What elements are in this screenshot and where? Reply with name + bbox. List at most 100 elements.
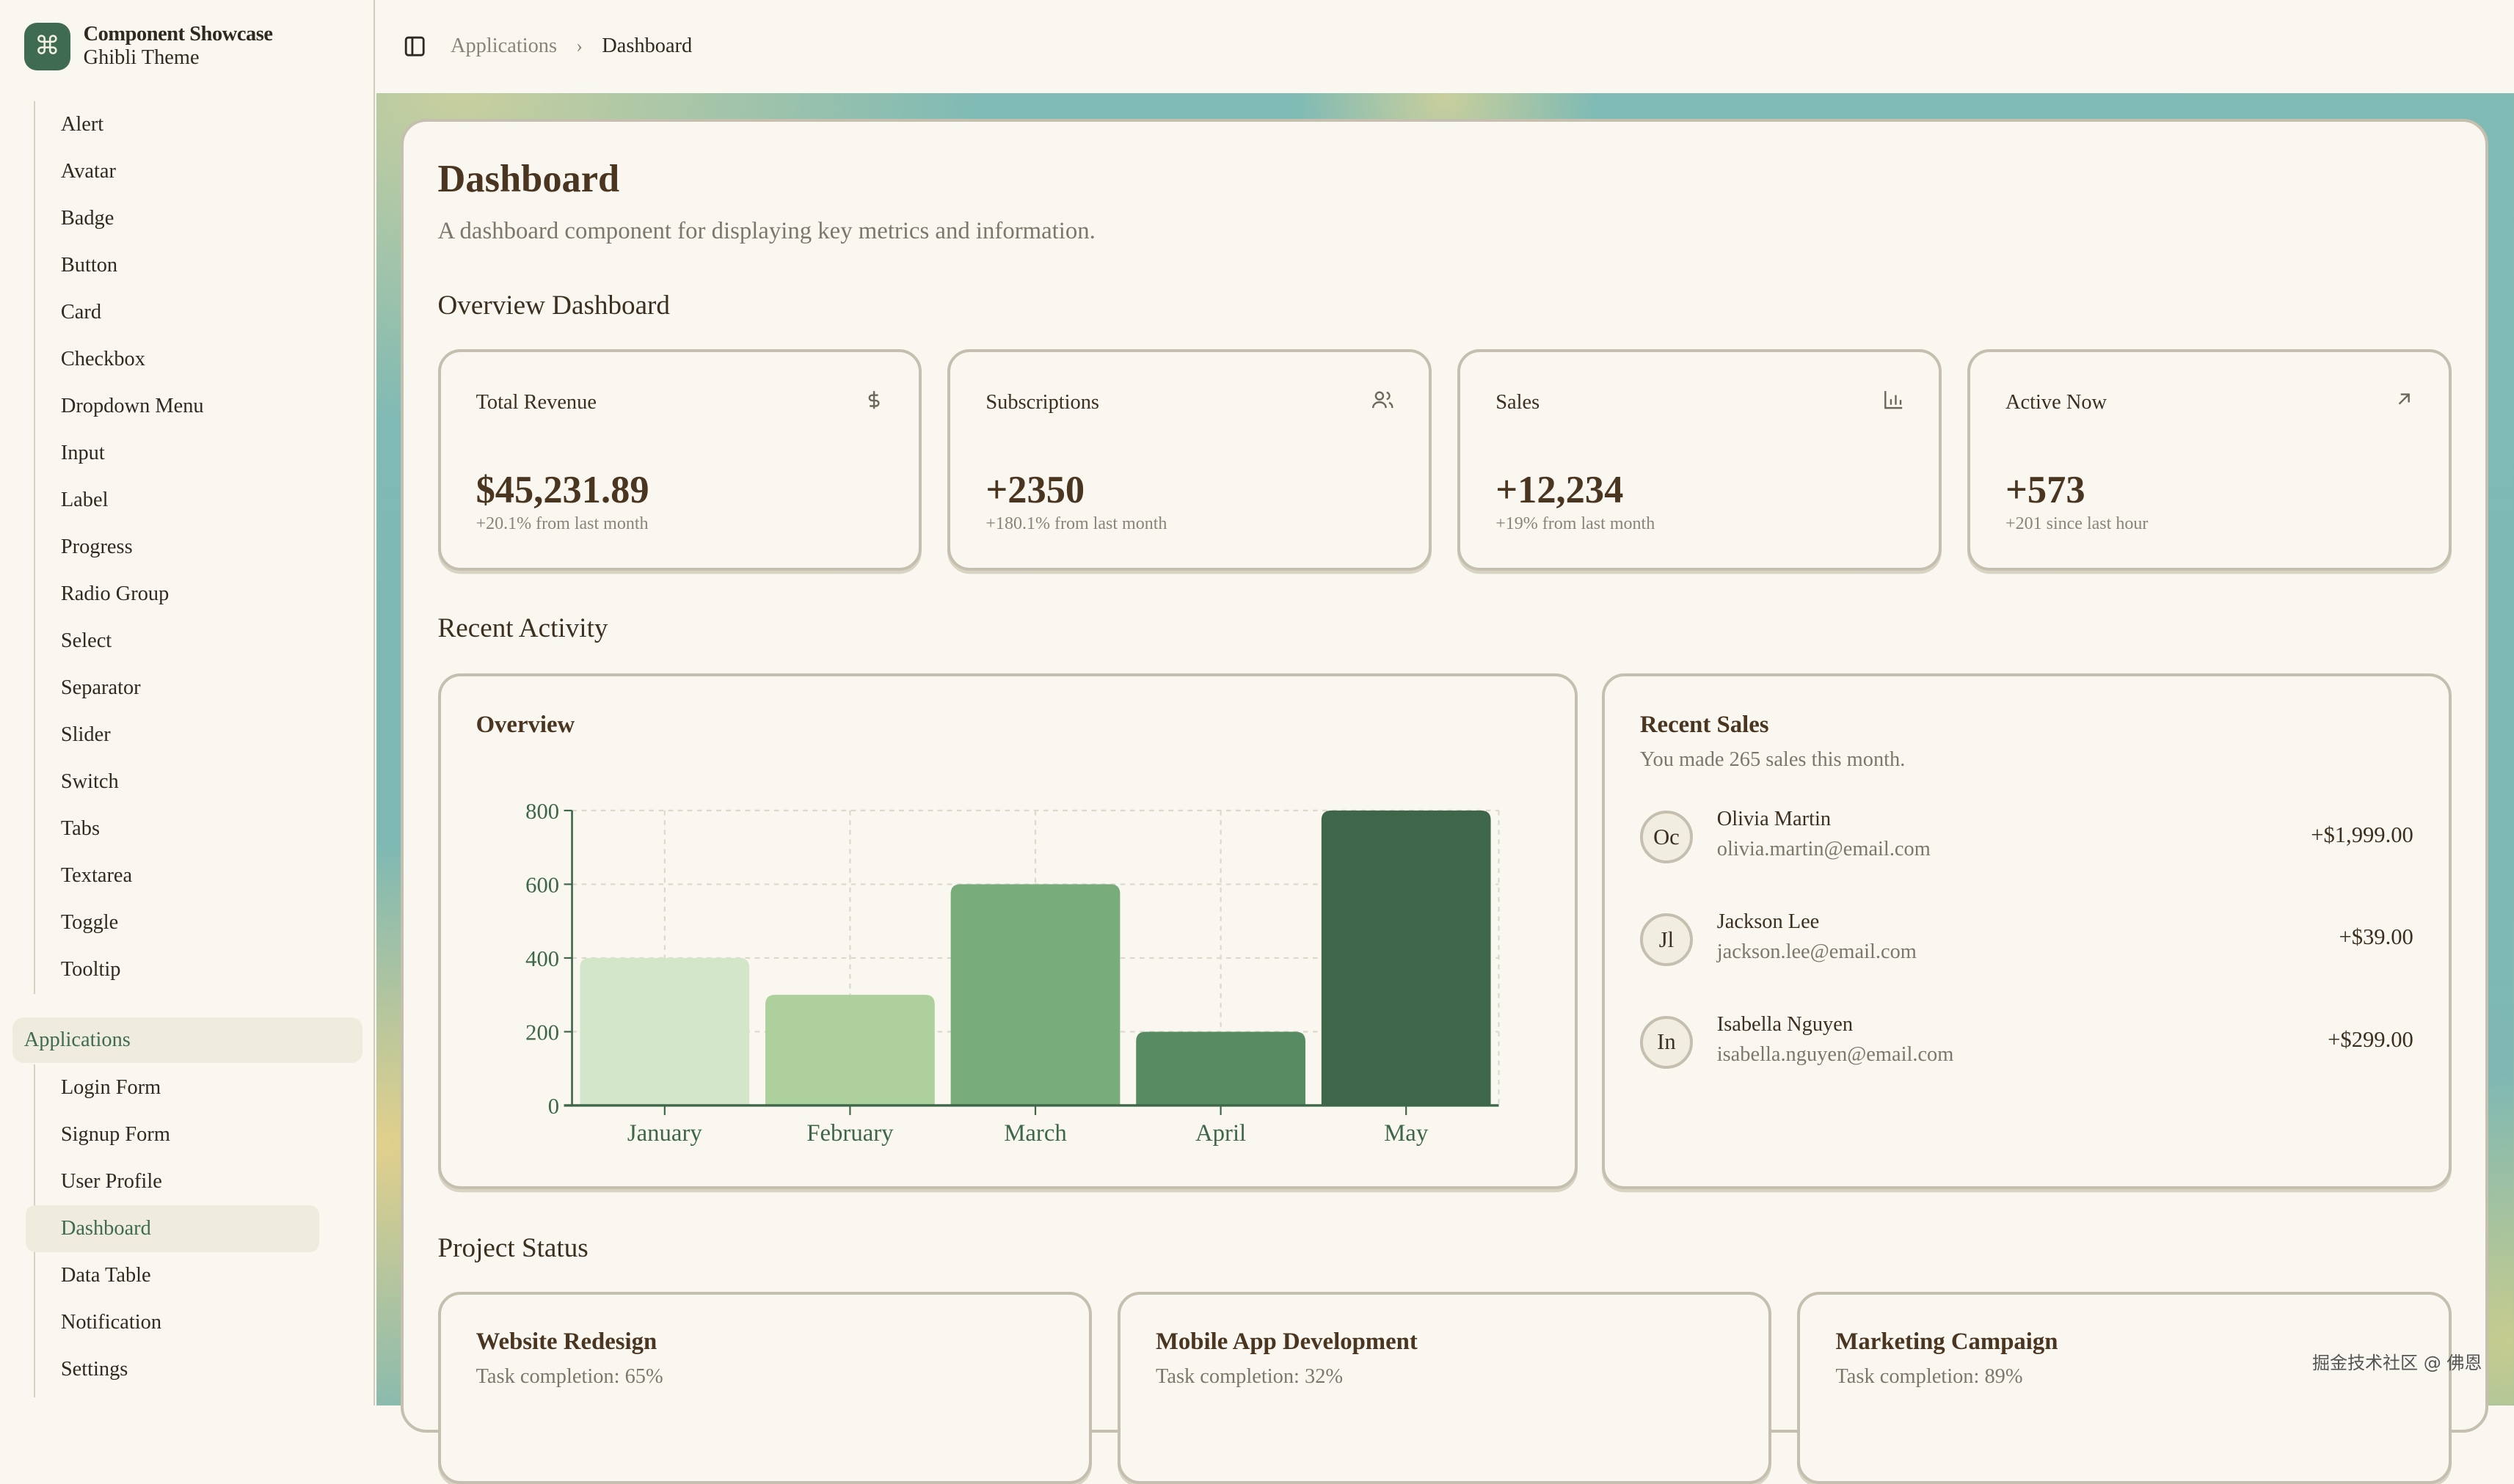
page-description: A dashboard component for displaying key… bbox=[437, 218, 1096, 245]
x-tick-label: January bbox=[627, 1120, 703, 1147]
sale-amount: +$1,999.00 bbox=[2311, 822, 2413, 847]
recent-sales-subtitle: You made 265 sales this month. bbox=[1639, 748, 1906, 771]
stat-value: $45,231.89 bbox=[476, 468, 649, 511]
breadcrumb-current: Dashboard bbox=[602, 34, 693, 58]
sidebar-item-label[interactable]: Label bbox=[60, 488, 109, 511]
sidebar-item-data-table[interactable]: Data Table bbox=[60, 1263, 151, 1287]
components-nav: Alert Avatar Badge Button Card Checkbox Dropdo… bbox=[33, 100, 319, 994]
sale-item[interactable]: Oc Olivia Martin olivia.martin@email.com +$… bbox=[1639, 807, 2413, 871]
header: Applications › Dashboard bbox=[376, 0, 2514, 93]
arrow-up-right-icon bbox=[2394, 390, 2413, 414]
stat-title: Total Revenue bbox=[476, 390, 597, 414]
brand[interactable]: ⌘ Component Showcase Ghibli Theme bbox=[23, 22, 273, 71]
sidebar-item-switch[interactable]: Switch bbox=[60, 770, 119, 793]
page-title: Dashboard bbox=[437, 158, 620, 201]
x-tick-label: March bbox=[1004, 1120, 1067, 1147]
sidebar-item-user-profile[interactable]: User Profile bbox=[60, 1169, 162, 1193]
y-tick-label: 200 bbox=[525, 1020, 559, 1045]
stat-card-subscriptions: Subscriptions +2350 +180.1% from last mont… bbox=[947, 349, 1432, 571]
stat-card-active-now: Active Now +573 +201 since last hour bbox=[1967, 349, 2452, 571]
overview-heading: Overview Dashboard bbox=[437, 290, 671, 321]
x-tick-label: April bbox=[1195, 1120, 1246, 1147]
stat-title: Subscriptions bbox=[985, 390, 1099, 414]
sidebar-item-dashboard[interactable]: Dashboard bbox=[25, 1205, 319, 1252]
sale-item[interactable]: In Isabella Nguyen isabella.nguyen@email.c… bbox=[1639, 1012, 2413, 1077]
chevron-right-icon: › bbox=[576, 35, 583, 57]
sidebar-item-button[interactable]: Button bbox=[60, 253, 118, 277]
users-icon bbox=[1371, 390, 1394, 416]
project-completion: Task completion: 65% bbox=[476, 1365, 663, 1389]
sidebar-item-tooltip[interactable]: Tooltip bbox=[60, 957, 121, 981]
y-tick-label: 600 bbox=[525, 873, 559, 898]
stat-change: +201 since last hour bbox=[2005, 514, 2149, 533]
sidebar-item-avatar[interactable]: Avatar bbox=[60, 159, 116, 183]
sidebar-item-separator[interactable]: Separator bbox=[60, 676, 141, 699]
customer-email: isabella.nguyen@email.com bbox=[1716, 1043, 1954, 1067]
project-completion: Task completion: 32% bbox=[1156, 1365, 1344, 1389]
sale-item[interactable]: Jl Jackson Lee jackson.lee@email.com +$39.0… bbox=[1639, 910, 2413, 974]
activity-heading: Recent Activity bbox=[437, 613, 608, 643]
y-tick-label: 800 bbox=[525, 799, 559, 824]
bar-january bbox=[580, 958, 750, 1106]
stat-title: Active Now bbox=[2005, 390, 2107, 414]
project-card: Marketing Campaign Task completion: 89% bbox=[1797, 1292, 2452, 1484]
bar-april bbox=[1136, 1031, 1306, 1106]
x-tick-label: February bbox=[806, 1120, 894, 1147]
brand-subtitle: Ghibli Theme bbox=[83, 46, 200, 70]
customer-email: olivia.martin@email.com bbox=[1716, 838, 1931, 861]
customer-name: Isabella Nguyen bbox=[1716, 1012, 1854, 1036]
stat-card-sales: Sales +12,234 +19% from last month bbox=[1457, 349, 1942, 571]
stat-change: +180.1% from last month bbox=[985, 514, 1167, 533]
sidebar-item-radio-group[interactable]: Radio Group bbox=[60, 582, 170, 605]
sidebar-item-select[interactable]: Select bbox=[60, 629, 112, 652]
avatar: Oc bbox=[1639, 811, 1693, 864]
stat-card-total-revenue: Total Revenue $45,231.89 +20.1% from last … bbox=[437, 349, 922, 571]
brand-title: Component Showcase bbox=[83, 22, 273, 45]
sidebar-item-toggle[interactable]: Toggle bbox=[60, 910, 119, 934]
customer-name: Jackson Lee bbox=[1716, 910, 1820, 933]
watermark: 掘金技术社区 @ 佛恩 bbox=[2311, 1352, 2482, 1373]
sidebar-item-slider[interactable]: Slider bbox=[60, 723, 111, 746]
sidebar-item-login-form[interactable]: Login Form bbox=[60, 1075, 161, 1099]
sidebar-toggle-icon[interactable] bbox=[404, 36, 425, 56]
bar-may bbox=[1321, 811, 1491, 1106]
bar-february bbox=[765, 995, 935, 1106]
dollar-icon bbox=[864, 390, 883, 416]
sidebar-item-input[interactable]: Input bbox=[60, 441, 105, 464]
overview-card: Overview 0 200 400 600 800 January February Mar… bbox=[437, 673, 1578, 1190]
sidebar-item-badge[interactable]: Badge bbox=[60, 206, 114, 230]
avatar: In bbox=[1639, 1015, 1693, 1069]
stat-change: +19% from last month bbox=[1495, 514, 1655, 533]
sidebar-item-textarea[interactable]: Textarea bbox=[60, 863, 133, 887]
avatar: Jl bbox=[1639, 913, 1693, 967]
sidebar-item-card[interactable]: Card bbox=[60, 300, 102, 324]
sidebar-item-settings[interactable]: Settings bbox=[60, 1357, 128, 1381]
sidebar-item-tabs[interactable]: Tabs bbox=[60, 816, 101, 840]
sidebar-item-alert[interactable]: Alert bbox=[60, 112, 104, 136]
project-card: Mobile App Development Task completion: 3… bbox=[1117, 1292, 1772, 1484]
customer-email: jackson.lee@email.com bbox=[1716, 940, 1917, 964]
recent-sales-card: Recent Sales You made 265 sales this mon… bbox=[1601, 673, 2452, 1190]
project-heading: Project Status bbox=[437, 1233, 589, 1264]
x-tick-label: May bbox=[1384, 1120, 1429, 1147]
recent-sales-title: Recent Sales bbox=[1639, 711, 1769, 738]
sidebar-item-progress[interactable]: Progress bbox=[60, 535, 133, 558]
stat-change: +20.1% from last month bbox=[476, 514, 649, 533]
bar-chart-icon bbox=[1883, 390, 1903, 416]
sidebar-item-notification[interactable]: Notification bbox=[60, 1310, 162, 1334]
stat-value: +12,234 bbox=[1495, 468, 1624, 511]
bar-march bbox=[950, 884, 1121, 1106]
project-completion: Task completion: 89% bbox=[1835, 1365, 2023, 1389]
command-icon: ⌘ bbox=[23, 22, 71, 71]
sidebar-group-applications[interactable]: Applications bbox=[12, 1017, 362, 1063]
sidebar-item-checkbox[interactable]: Checkbox bbox=[60, 347, 145, 370]
customer-name: Olivia Martin bbox=[1716, 807, 1832, 830]
sidebar-item-signup-form[interactable]: Signup Form bbox=[60, 1122, 170, 1146]
project-title: Mobile App Development bbox=[1156, 1328, 1418, 1355]
sidebar: ⌘ Component Showcase Ghibli Theme Alert Av… bbox=[0, 0, 376, 1406]
project-title: Marketing Campaign bbox=[1835, 1328, 2058, 1355]
breadcrumb-applications[interactable]: Applications bbox=[450, 34, 558, 58]
sidebar-item-dropdown-menu[interactable]: Dropdown Menu bbox=[60, 394, 204, 417]
sale-amount: +$299.00 bbox=[2328, 1027, 2413, 1053]
applications-nav: Login Form Signup Form User Profile Dashboa… bbox=[25, 1064, 319, 1398]
